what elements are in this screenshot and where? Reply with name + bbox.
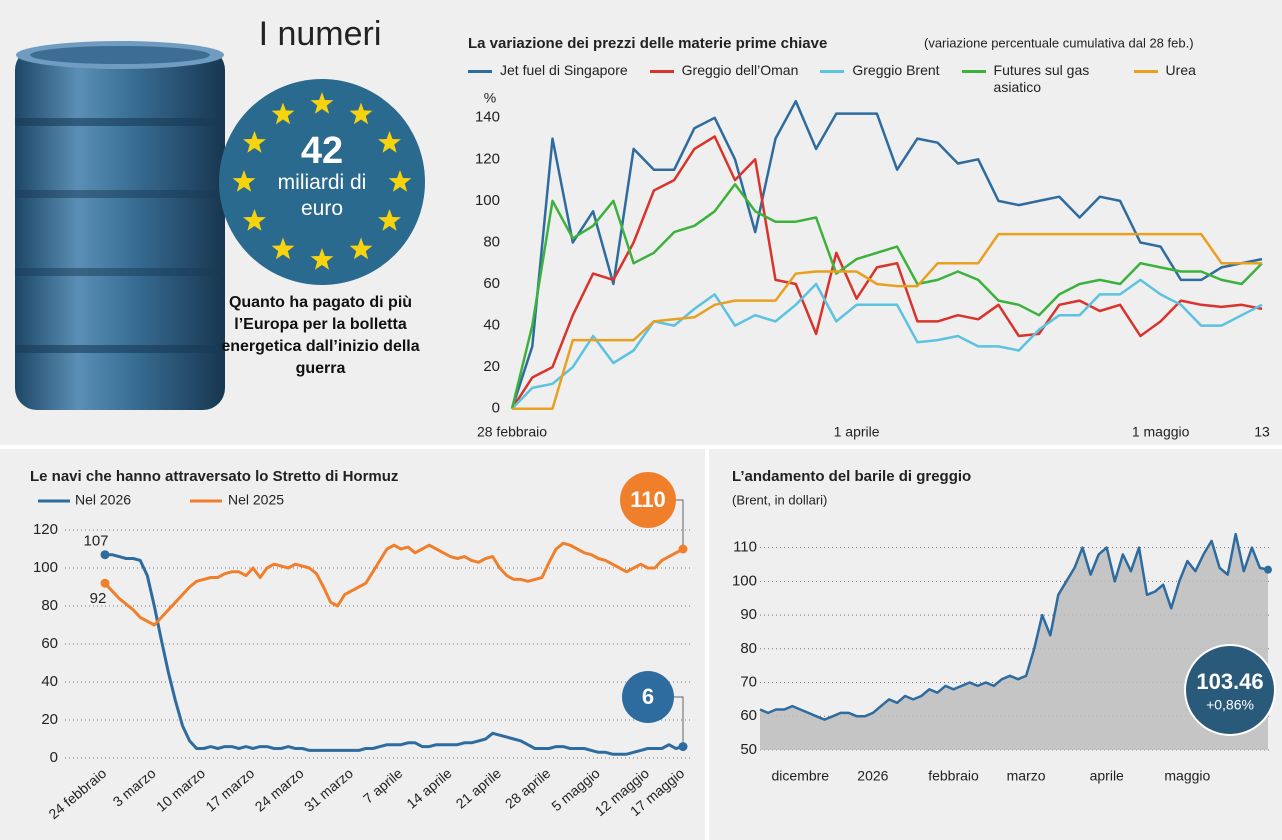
infobox-unit: miliardi di euro <box>272 170 372 222</box>
x-tick-label: 13 <box>1254 424 1270 440</box>
y-tick-label: 120 <box>475 150 500 167</box>
connector <box>676 500 683 545</box>
chart-title: Le navi che hanno attraversato lo Strett… <box>30 468 398 485</box>
legend-label: Nel 2026 <box>75 492 131 508</box>
value-label: 110 <box>630 487 666 512</box>
y-tick-label: 80 <box>41 597 58 614</box>
point <box>101 550 110 559</box>
x-tick-label: 1 maggio <box>1132 424 1190 440</box>
chart-title: La variazione dei prezzi delle materie p… <box>468 35 827 52</box>
y-tick-label: 100 <box>475 192 500 209</box>
value-label: 92 <box>90 590 107 607</box>
point <box>679 545 688 554</box>
value-label: 107 <box>83 533 108 550</box>
y-tick-label: 0 <box>50 749 58 766</box>
legend-swatch <box>468 70 492 73</box>
x-tick-label: 7 aprile <box>360 765 406 807</box>
value-label: 6 <box>642 684 654 709</box>
x-tick-label: 21 aprile <box>453 765 505 812</box>
x-tick-label: 2026 <box>857 768 888 784</box>
x-tick-label: marzo <box>1007 768 1046 784</box>
y-tick-label: 60 <box>740 707 757 724</box>
legend-label: Urea <box>1166 62 1196 79</box>
y-tick-label: 40 <box>41 673 58 690</box>
y-tick-label: 80 <box>483 233 500 250</box>
x-tick-label: dicembre <box>772 768 830 784</box>
legend-label: Futures sul gas asiatico <box>994 62 1112 96</box>
legend: Jet fuel di Singapore Greggio dell’Oman Gr… <box>468 62 1196 96</box>
legend-item: Urea <box>1134 62 1196 79</box>
legend-label: Jet fuel di Singapore <box>500 62 628 79</box>
y-tick-label: 60 <box>41 635 58 652</box>
y-tick-label: 0 <box>492 400 500 417</box>
x-tick-label: 28 febbraio <box>477 424 547 440</box>
x-tick-label: 17 marzo <box>202 765 257 815</box>
line <box>512 101 1262 409</box>
chart-subtitle: (Brent, in dollari) <box>732 492 827 507</box>
infobox-caption: Quanto ha pagato di più l’Europa per la … <box>218 292 423 380</box>
page: I numeri 42 La variazione dei prezzi del… <box>0 0 1282 840</box>
legend-item: Greggio dell’Oman <box>650 62 799 79</box>
legend-swatch <box>820 70 844 73</box>
y-tick-label: 50 <box>740 741 757 758</box>
y-tick-label: 110 <box>733 539 757 556</box>
line <box>512 137 1262 409</box>
chart-subtitle: (variazione percentuale cumulativa dal 2… <box>924 35 1194 50</box>
y-tick-label: 120 <box>33 521 58 538</box>
legend-item: Greggio Brent <box>820 62 939 79</box>
legend-item: Jet fuel di Singapore <box>468 62 628 79</box>
legend-label: Greggio dell’Oman <box>682 62 799 79</box>
y-tick-label: 80 <box>740 640 757 657</box>
y-tick-label: 100 <box>33 559 58 576</box>
value-label: 103.46 <box>1196 669 1263 694</box>
x-tick-label: 24 febbraio <box>45 765 109 822</box>
legend-swatch <box>962 70 986 73</box>
chart: I numeri 42 La variazione dei prezzi del… <box>0 0 1282 840</box>
barrel <box>15 41 225 410</box>
line <box>512 280 1262 409</box>
x-tick-label: 28 aprile <box>502 765 554 812</box>
y-tick-label: 20 <box>483 358 500 375</box>
x-tick-label: 3 marzo <box>110 765 159 810</box>
point <box>101 579 110 588</box>
infobox-title: I numeri <box>259 15 382 53</box>
point <box>679 742 688 751</box>
x-tick-label: febbraio <box>928 768 979 784</box>
x-tick-label: 24 marzo <box>252 765 307 815</box>
infobox-value: 42 <box>301 130 343 172</box>
x-tick-label: 31 marzo <box>301 765 356 815</box>
line <box>105 543 683 625</box>
legend-swatch <box>1134 70 1158 73</box>
x-tick-label: 10 marzo <box>153 765 208 815</box>
x-tick-label: 14 aprile <box>403 765 455 812</box>
y-tick-label: 40 <box>483 317 500 334</box>
legend-swatch <box>650 70 674 73</box>
x-tick-label: maggio <box>1164 768 1210 784</box>
legend-item: Futures sul gas asiatico <box>962 62 1112 96</box>
y-tick-label: 100 <box>732 572 757 589</box>
legend-label: Nel 2025 <box>228 492 284 508</box>
change-label: +0,86% <box>1206 697 1254 713</box>
y-tick-label: 60 <box>483 275 500 292</box>
y-tick-label: 20 <box>41 711 58 728</box>
end-dot <box>1264 566 1272 574</box>
x-tick-label: aprile <box>1090 768 1124 784</box>
legend-label: Greggio Brent <box>852 62 939 79</box>
y-tick-label: 70 <box>740 674 757 691</box>
y-tick-label: 140 <box>475 109 500 126</box>
x-tick-label: 1 aprile <box>834 424 880 440</box>
chart-title: L’andamento del barile di greggio <box>732 468 971 485</box>
y-tick-label: 90 <box>740 606 757 623</box>
